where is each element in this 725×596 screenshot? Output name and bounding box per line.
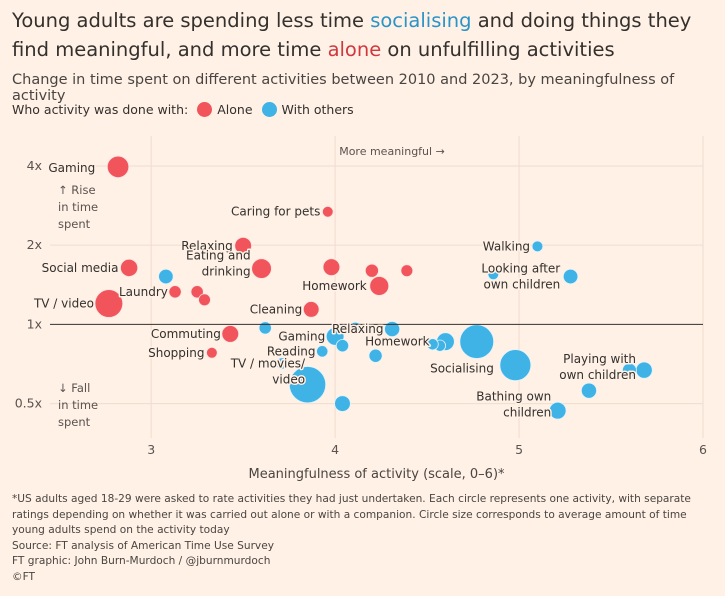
- rise-annotation: spent: [58, 217, 91, 231]
- alone-bubble: [364, 263, 379, 278]
- bubble-label: own children: [484, 278, 561, 292]
- others-bubble: [275, 357, 288, 370]
- x-axis-title: Meaningfulness of activity (scale, 0–6)*: [248, 467, 505, 482]
- y-tick-label: 0.5x: [15, 396, 42, 411]
- bubble-label: Caring for pets: [231, 205, 320, 219]
- others-bubble: [562, 268, 579, 285]
- others-bubble: [499, 349, 532, 382]
- bubble-label: Cleaning: [250, 302, 303, 316]
- others-bubble: [368, 348, 383, 363]
- footer-note-1: *US adults aged 18-29 were asked to rate…: [12, 493, 691, 505]
- bubble-label: Shopping: [148, 346, 204, 360]
- footer-source: Source: FT analysis of American Time Use…: [12, 539, 274, 552]
- bubble-label: TV / movies/: [230, 357, 306, 371]
- footer-note-2: ratings depending on whether it was carr…: [12, 508, 687, 521]
- others-bubble: [288, 366, 327, 404]
- rise-annotation: ↑ Rise: [58, 183, 96, 197]
- bubble-label: Reading: [267, 344, 316, 358]
- alone-bubble: [190, 285, 204, 299]
- rise-annotation: in time: [58, 200, 98, 214]
- alone-bubble: [302, 301, 320, 318]
- legend-alone-swatch: [197, 102, 213, 117]
- bubble-label: Gaming: [48, 161, 95, 175]
- others-bubble: [580, 382, 597, 399]
- alone-bubble: [221, 325, 240, 343]
- footer: *US adults aged 18-29 were asked to rate…: [12, 492, 717, 586]
- bubble-label: video: [272, 373, 305, 387]
- title-alone: alone: [327, 38, 382, 61]
- bubble-label: Eating and: [186, 249, 251, 263]
- footer-copyright: ©FT: [12, 570, 35, 583]
- bubble-label: Commuting: [151, 327, 221, 341]
- title-socialising: socialising: [370, 9, 472, 32]
- bubble-label: Bathing own: [476, 390, 551, 404]
- others-bubble: [548, 401, 567, 420]
- y-tick-label: 2x: [27, 237, 42, 252]
- others-bubble: [459, 324, 495, 359]
- others-bubble: [487, 268, 500, 281]
- legend-label: Who activity was done with:: [12, 102, 189, 117]
- bubble-label: Walking: [483, 239, 530, 253]
- legend: Who activity was done with: Alone With o…: [12, 102, 354, 117]
- footer-credit: FT graphic: John Burn-Murdoch / @jburnmu…: [12, 555, 271, 568]
- alone-bubble: [94, 289, 124, 318]
- footer-note-3: young adults spend on the activity today: [12, 524, 230, 537]
- fall-annotation: in time: [58, 398, 98, 412]
- alone-bubble: [206, 346, 218, 359]
- others-bubble: [531, 240, 544, 253]
- others-bubble: [158, 268, 174, 285]
- bubble-label: Relaxing: [181, 239, 233, 253]
- bubble-label: Homework: [302, 279, 367, 293]
- title-part1: Young adults are spending less time: [12, 9, 371, 32]
- others-bubble: [258, 321, 272, 335]
- alone-bubble: [322, 258, 341, 276]
- title-part2: and doing things they find meaningful, a…: [12, 9, 692, 61]
- fall-annotation: ↓ Fall: [58, 381, 90, 395]
- others-bubble: [334, 395, 351, 412]
- bubble-label: Social media: [42, 261, 119, 275]
- y-tick-label: 4x: [27, 158, 42, 173]
- others-bubble: [349, 321, 362, 334]
- more-meaningful-annotation: More meaningful →: [339, 145, 445, 158]
- x-tick-label: 3: [147, 442, 155, 457]
- x-tick-label: 4: [331, 442, 339, 457]
- bubble-label: Laundry: [119, 285, 168, 299]
- chart-subtitle: Change in time spent on different activi…: [12, 72, 675, 104]
- alone-bubble: [106, 155, 130, 179]
- bubble-label: Homework: [365, 335, 430, 349]
- alone-bubble: [234, 236, 252, 255]
- alone-bubble: [400, 264, 414, 278]
- others-bubble: [426, 338, 439, 351]
- bubble-label: Gaming: [278, 329, 325, 343]
- alone-bubble: [321, 205, 334, 218]
- bubble-label: own children: [559, 368, 636, 382]
- fall-annotation: spent: [58, 415, 91, 429]
- scatter-chart: 3 4 5 6 4x 2x 1x 0.5x More meaningful → ↑ Rise in …: [15, 136, 707, 482]
- alone-bubble: [120, 258, 139, 277]
- bubble-label: Socialising: [430, 362, 494, 376]
- x-tick-label: 5: [515, 442, 523, 457]
- bubble-label: Looking after: [481, 262, 560, 276]
- bubble-label: drinking: [202, 265, 251, 279]
- others-bubble: [316, 345, 329, 358]
- alone-bubble: [198, 293, 211, 307]
- y-tick-label: 1x: [27, 316, 42, 331]
- title-part3: on unfulfilling activities: [381, 38, 615, 61]
- others-bubble: [635, 361, 653, 379]
- x-tick-label: 6: [699, 442, 707, 457]
- bubble-label: Relaxing: [332, 322, 384, 336]
- legend-others-label: With others: [281, 102, 354, 117]
- chart-title: Young adults are spending less time soci…: [12, 6, 717, 64]
- bubble-label: children: [503, 406, 551, 420]
- alone-bubble: [251, 258, 272, 279]
- bubble-label: Playing with: [563, 352, 636, 366]
- bubble-label: TV / video: [33, 297, 94, 311]
- others-bubble: [622, 362, 637, 378]
- alone-bubble: [369, 276, 390, 296]
- alone-bubble: [168, 285, 182, 299]
- others-bubble: [384, 321, 401, 338]
- others-bubble: [335, 339, 350, 353]
- legend-others-swatch: [261, 102, 277, 117]
- legend-alone-label: Alone: [217, 102, 253, 117]
